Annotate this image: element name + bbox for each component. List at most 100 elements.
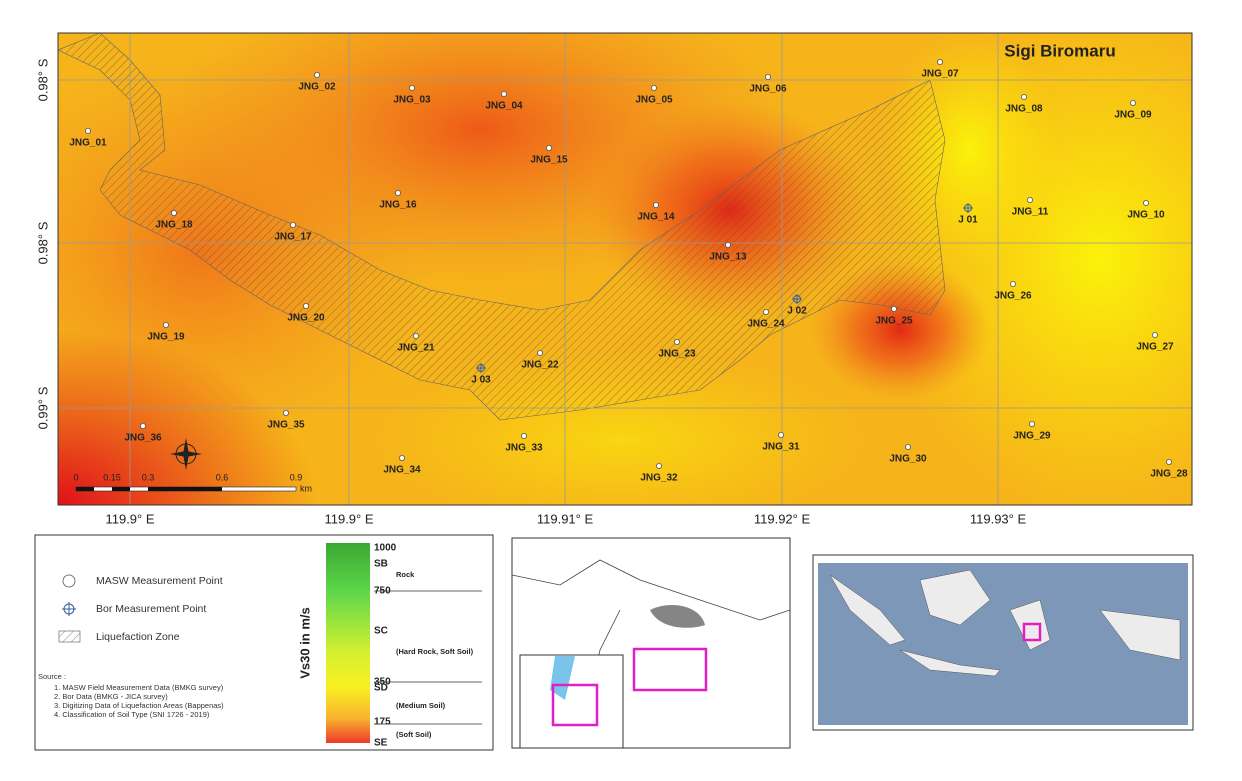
bay — [550, 656, 575, 700]
source-line: 1. MASW Field Measurement Data (BMKG sur… — [54, 683, 224, 692]
class-code: SD — [374, 683, 388, 694]
point-label: JNG_02 — [298, 82, 336, 93]
bor-cross — [792, 294, 802, 304]
latitude-label: 0.98° S — [35, 58, 50, 101]
legend-item: MASW Measurement Point — [96, 575, 223, 587]
point-label: JNG_17 — [274, 232, 312, 243]
masw-point — [546, 144, 553, 151]
masw-point — [412, 332, 419, 339]
masw-point — [1143, 199, 1150, 206]
scale-bar-segment — [112, 487, 130, 491]
point-label: JNG_01 — [69, 138, 107, 149]
legend-item: Liquefaction Zone — [96, 631, 180, 643]
bor-cross — [476, 363, 486, 373]
point-label: J 01 — [958, 215, 978, 226]
longitude-label: 119.9° E — [324, 511, 373, 526]
masw-point — [1166, 458, 1173, 465]
point-label: JNG_14 — [637, 212, 675, 223]
masw-point — [1010, 280, 1017, 287]
point-label: JNG_05 — [635, 95, 673, 106]
masw-point — [1021, 94, 1028, 101]
point-label: JNG_09 — [1114, 110, 1152, 121]
point-label: JNG_15 — [530, 155, 568, 166]
masw-point — [85, 127, 92, 134]
island — [650, 605, 705, 628]
colorbar-tick: 1000 — [374, 543, 397, 554]
north-arrow — [170, 438, 202, 470]
point-label: JNG_25 — [875, 316, 913, 327]
heat-map — [58, 33, 1192, 505]
point-label: JNG_30 — [889, 454, 927, 465]
bor-cross — [963, 203, 973, 213]
latitude-label: 0.98° S — [35, 221, 50, 264]
masw-point — [778, 431, 785, 438]
point-label: JNG_24 — [747, 319, 785, 330]
latitude-label: 0.99° S — [35, 386, 50, 429]
legend-zone-symbol — [58, 630, 81, 643]
point-label: JNG_18 — [155, 220, 193, 231]
class-desc: (Soft Soil) — [396, 730, 432, 739]
landmass — [829, 569, 1181, 677]
colorbar-title: Vs30 in m/s — [297, 607, 312, 679]
masw-point — [905, 443, 912, 450]
source-line: 4. Classification of Soil Type (SNI 1726… — [54, 710, 210, 719]
scale-bar-segment — [148, 487, 222, 491]
masw-point — [891, 305, 898, 312]
focus-frame — [632, 647, 708, 692]
coast — [511, 559, 791, 621]
point-label: JNG_33 — [505, 443, 543, 454]
liquefaction-zone — [58, 33, 946, 421]
masw-point — [170, 209, 177, 216]
point-label: JNG_32 — [640, 473, 678, 484]
point-label: JNG_19 — [147, 332, 185, 343]
longitude-label: 119.9° E — [105, 511, 154, 526]
point-label: JNG_34 — [383, 465, 421, 476]
masw-point — [1130, 100, 1137, 107]
point-label: J 03 — [471, 375, 491, 386]
masw-point — [937, 59, 944, 66]
masw-point — [162, 321, 169, 328]
masw-point — [302, 302, 309, 309]
masw-point — [653, 201, 660, 208]
masw-point — [521, 432, 528, 439]
scale-label: 0.3 — [142, 472, 155, 482]
inset-frame — [551, 683, 599, 727]
point-label: JNG_20 — [287, 313, 325, 324]
point-label: JNG_26 — [994, 291, 1032, 302]
masw-point — [1027, 196, 1034, 203]
point-label: JNG_31 — [762, 442, 800, 453]
map-title: Sigi Biromaru — [1004, 41, 1115, 60]
class-desc: (Hard Rock, Soft Soil) — [396, 647, 474, 656]
point-label: JNG_36 — [124, 433, 162, 444]
class-code: SC — [374, 626, 388, 637]
scale-label: 0 — [73, 472, 78, 482]
point-label: JNG_04 — [485, 101, 523, 112]
scale-label: 0.9 — [290, 472, 303, 482]
point-label: JNG_22 — [521, 360, 559, 371]
point-label: J 02 — [787, 306, 807, 317]
point-label: JNG_08 — [1005, 104, 1043, 115]
source-line: 2. Bor Data (BMKG - JICA survey) — [54, 692, 168, 701]
colorbar — [326, 543, 370, 743]
masw-point — [1029, 420, 1036, 427]
longitude-label: 119.91° E — [537, 511, 594, 526]
class-code: SE — [374, 738, 388, 749]
legend-masw-symbol — [62, 574, 76, 588]
masw-point — [408, 85, 415, 92]
point-label: JNG_06 — [749, 84, 787, 95]
scale-label: 0.6 — [216, 472, 229, 482]
class-desc: (Medium Soil) — [396, 701, 446, 710]
class-code: SB — [374, 559, 388, 570]
masw-point — [394, 189, 401, 196]
masw-point — [500, 91, 507, 98]
scale-bar-segment — [76, 487, 94, 491]
masw-point — [282, 409, 289, 416]
legend-box — [34, 534, 494, 751]
legend-item: Bor Measurement Point — [96, 603, 206, 615]
masw-point — [139, 422, 146, 429]
legend-bor-cross — [62, 602, 76, 616]
source-title: Source : — [38, 672, 66, 681]
point-label: JNG_07 — [921, 69, 959, 80]
point-label: JNG_27 — [1136, 342, 1174, 353]
